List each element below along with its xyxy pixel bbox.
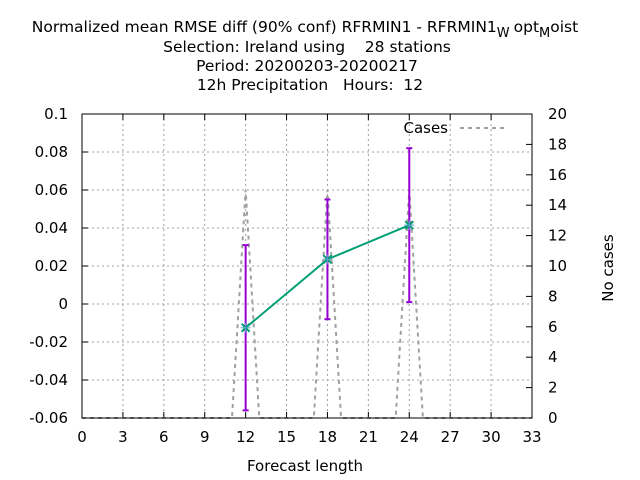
y2-tick-label: 16 bbox=[548, 166, 567, 184]
data-point-marker bbox=[404, 220, 415, 231]
y2-tick-label: 14 bbox=[548, 196, 567, 214]
y2-tick-label: 8 bbox=[548, 287, 558, 305]
axis-ticks: 0 3 6 9 12 15 18 21 24 27 30 33-0.06-0.04-0.0200.02… bbox=[29, 105, 567, 446]
chart-title-line1: Normalized mean RMSE diff (90% conf) RFR… bbox=[32, 18, 578, 41]
y2-tick-label: 0 bbox=[548, 409, 558, 427]
data-point-marker bbox=[240, 322, 251, 333]
x-tick-label: 6 bbox=[159, 428, 169, 446]
x-tick-label: 15 bbox=[277, 428, 296, 446]
y2-tick-label: 12 bbox=[548, 227, 567, 245]
y-tick-label: 0.1 bbox=[44, 105, 68, 123]
cases-line bbox=[82, 189, 532, 419]
y2-tick-label: 18 bbox=[548, 135, 567, 153]
y2-axis-label: No cases bbox=[599, 234, 617, 302]
y-tick-label: -0.06 bbox=[29, 409, 68, 427]
y-tick-label: -0.04 bbox=[29, 371, 68, 389]
x-tick-label: 12 bbox=[236, 428, 255, 446]
chart-title-line2: Selection: Ireland using 28 stations bbox=[163, 38, 451, 56]
y2-tick-label: 4 bbox=[548, 348, 558, 366]
x-tick-label: 27 bbox=[441, 428, 460, 446]
legend-cases-label: Cases bbox=[403, 119, 448, 137]
y-tick-label: 0.04 bbox=[35, 219, 68, 237]
x-tick-label: 3 bbox=[118, 428, 128, 446]
y2-tick-label: 10 bbox=[548, 257, 567, 275]
x-tick-label: 18 bbox=[318, 428, 337, 446]
x-tick-label: 24 bbox=[400, 428, 419, 446]
y-tick-label: 0.02 bbox=[35, 257, 68, 275]
data-point-marker bbox=[322, 254, 333, 265]
x-tick-label: 33 bbox=[522, 428, 541, 446]
y2-tick-label: 6 bbox=[548, 318, 558, 336]
x-tick-label: 0 bbox=[77, 428, 87, 446]
x-axis-label: Forecast length bbox=[247, 457, 363, 475]
x-tick-label: 9 bbox=[200, 428, 210, 446]
x-tick-label: 30 bbox=[482, 428, 501, 446]
mean-diff-series bbox=[240, 147, 415, 412]
y-tick-label: 0.06 bbox=[35, 181, 68, 199]
plot-frame bbox=[81, 113, 533, 419]
chart-title-line3: Period: 20200203-20200217 bbox=[196, 57, 418, 75]
y-tick-label: 0 bbox=[58, 295, 68, 313]
y-tick-label: 0.08 bbox=[35, 143, 68, 161]
grid bbox=[82, 114, 532, 418]
x-tick-label: 21 bbox=[359, 428, 378, 446]
y2-tick-label: 20 bbox=[548, 105, 567, 123]
y2-tick-label: 2 bbox=[548, 379, 558, 397]
chart-title-line4: 12h Precipitation Hours: 12 bbox=[197, 76, 423, 94]
cases-series bbox=[82, 189, 532, 419]
y-tick-label: -0.02 bbox=[29, 333, 68, 351]
